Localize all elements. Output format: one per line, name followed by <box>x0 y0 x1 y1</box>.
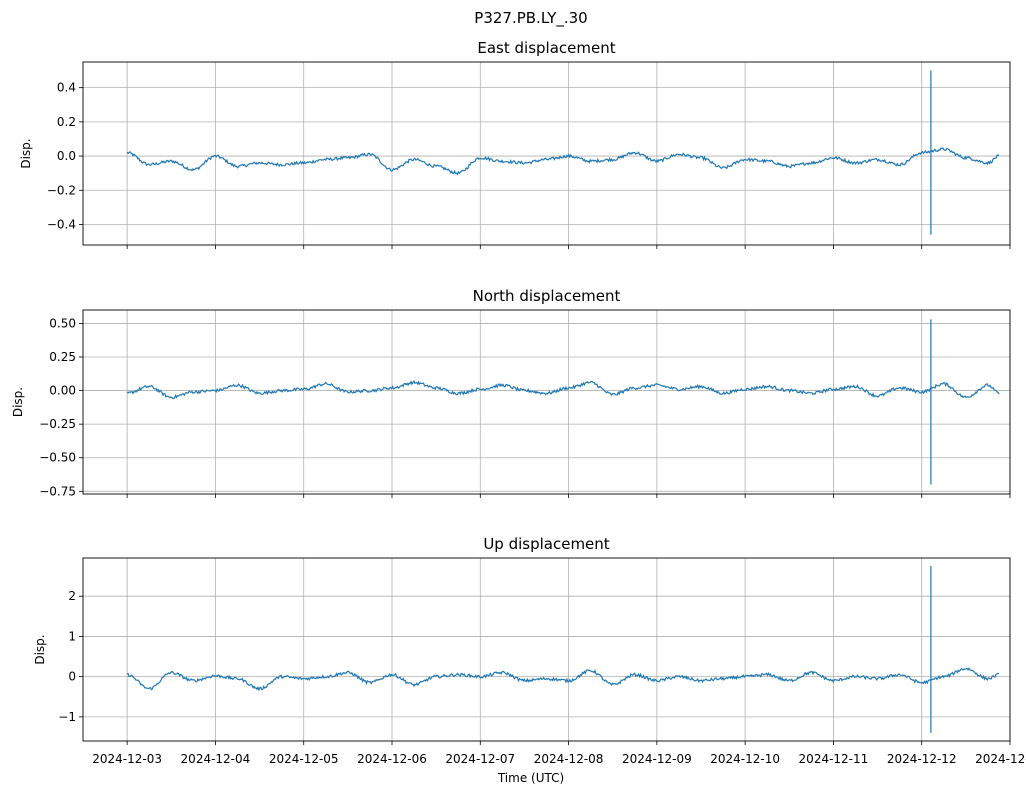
panel-0: East displacement Disp. −0.4 −0.2 0.0 0.2 0.4 <box>19 39 1011 249</box>
y-tick-label: 0.50 <box>49 316 76 330</box>
y-tick-label: 1 <box>68 629 76 643</box>
x-tick-label: 2024-12-08 <box>534 752 604 766</box>
y-tick-label: −0.75 <box>39 484 76 498</box>
series-line <box>126 380 1000 400</box>
x-tick-label: 2024-12-13 <box>975 752 1026 766</box>
y-tick-label: 2 <box>68 589 76 603</box>
axes-frame <box>82 61 1011 246</box>
y-tick-label: 0.0 <box>57 149 76 163</box>
panel-title: North displacement <box>473 287 621 305</box>
x-tick-label: 2024-12-11 <box>799 752 869 766</box>
y-tick-label: −1 <box>58 710 76 724</box>
axes-frame <box>82 309 1011 495</box>
y-tick-label: 0.25 <box>49 350 76 364</box>
x-axis-label: Time (UTC) <box>497 771 564 785</box>
panels: East displacement Disp. −0.4 −0.2 0.0 0.2 0.4 N… <box>11 39 1026 766</box>
y-tick-label: 0.00 <box>49 384 76 398</box>
y-tick-label: 0.2 <box>57 115 76 129</box>
y-tick-label: 0 <box>68 670 76 684</box>
panel-title: Up displacement <box>483 535 609 553</box>
x-tick-label: 2024-12-12 <box>887 752 957 766</box>
y-axis-label: Disp. <box>33 634 47 664</box>
figure-title: P327.PB.LY_.30 <box>474 9 587 28</box>
y-tick-label: 0.4 <box>57 81 76 95</box>
series-line <box>126 667 1000 692</box>
y-tick-label: −0.50 <box>39 451 76 465</box>
x-tick-label: 2024-12-04 <box>181 752 251 766</box>
x-tick-label: 2024-12-06 <box>357 752 427 766</box>
y-tick-label: −0.2 <box>47 183 76 197</box>
x-tick-label: 2024-12-09 <box>622 752 692 766</box>
panel-2: Up displacement Disp. 2024-12-03 2024-12-04… <box>33 535 1026 766</box>
y-tick-label: −0.4 <box>47 217 76 231</box>
panel-title: East displacement <box>477 39 615 57</box>
x-tick-label: 2024-12-10 <box>710 752 780 766</box>
y-axis-label: Disp. <box>19 138 33 168</box>
axes-frame <box>82 557 1011 742</box>
x-tick-label: 2024-12-05 <box>269 752 339 766</box>
panel-1: North displacement Disp. −0.75 −0.50 −0.25 0.… <box>11 287 1011 498</box>
y-tick-label: −0.25 <box>39 417 76 431</box>
x-tick-label: 2024-12-03 <box>92 752 162 766</box>
x-tick-label: 2024-12-07 <box>445 752 515 766</box>
y-axis-label: Disp. <box>11 387 25 417</box>
series-line <box>126 147 1000 176</box>
